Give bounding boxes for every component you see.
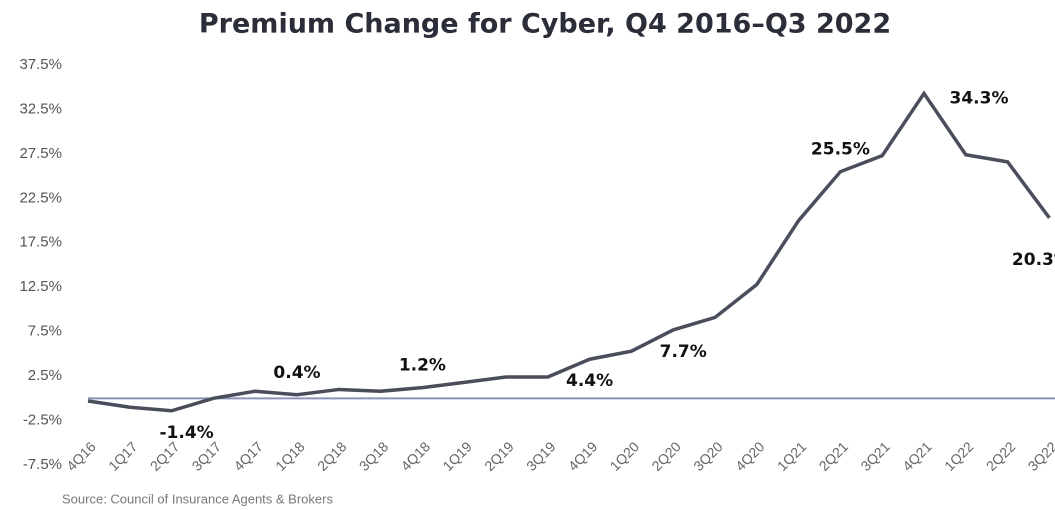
chart-title: Premium Change for Cyber, Q4 2016–Q3 202…	[199, 9, 891, 40]
x-tick-label: 3Q17	[189, 438, 225, 474]
x-tick-label: 4Q16	[63, 438, 99, 474]
x-tick-label: 3Q21	[857, 438, 893, 474]
x-tick-label: 4Q20	[732, 438, 768, 474]
x-tick-label: 3Q20	[690, 438, 726, 474]
x-tick-label: 1Q21	[774, 438, 810, 474]
x-tick-label: 2Q18	[314, 438, 350, 474]
x-tick-label: 2Q19	[481, 438, 517, 474]
data-label: -1.4%	[159, 423, 213, 443]
y-tick-label: 37.5%	[19, 56, 62, 73]
source-note: Source: Council of Insurance Agents & Br…	[62, 491, 333, 506]
data-label: 20.3%	[1012, 250, 1055, 270]
x-tick-label: 1Q17	[105, 438, 141, 474]
y-tick-label: -7.5%	[23, 456, 62, 473]
x-tick-label: 1Q20	[607, 438, 643, 474]
x-tick-label: 4Q18	[398, 438, 434, 474]
x-tick-label: 2Q21	[816, 438, 852, 474]
y-tick-label: 27.5%	[19, 145, 62, 162]
y-tick-label: 12.5%	[19, 278, 62, 295]
data-label: 0.4%	[273, 363, 320, 383]
y-tick-label: -2.5%	[23, 412, 62, 429]
x-tick-label: 2Q20	[648, 438, 684, 474]
y-tick-label: 22.5%	[19, 189, 62, 206]
data-label: 1.2%	[399, 356, 446, 376]
x-tick-label: 3Q19	[523, 438, 559, 474]
x-tick-label: 3Q18	[356, 438, 392, 474]
x-tick-label: 1Q19	[439, 438, 475, 474]
x-tick-label: 3Q22	[1025, 438, 1055, 474]
x-tick-label: 4Q17	[230, 438, 266, 474]
x-tick-label: 1Q22	[941, 438, 977, 474]
y-tick-label: 7.5%	[28, 323, 62, 340]
x-tick-label: 1Q18	[272, 438, 308, 474]
data-label: 25.5%	[811, 140, 870, 160]
x-tick-label: 2Q17	[147, 438, 183, 474]
x-tick-label: 4Q19	[565, 438, 601, 474]
data-label: 34.3%	[950, 88, 1009, 108]
x-tick-label: 2Q22	[983, 438, 1019, 474]
data-line	[87, 90, 1051, 413]
data-label: 4.4%	[566, 371, 613, 391]
y-tick-label: 17.5%	[19, 234, 62, 251]
y-tick-label: 2.5%	[28, 367, 62, 384]
data-label: 7.7%	[660, 342, 707, 362]
y-tick-label: 32.5%	[19, 100, 62, 117]
x-tick-label: 4Q21	[899, 438, 935, 474]
